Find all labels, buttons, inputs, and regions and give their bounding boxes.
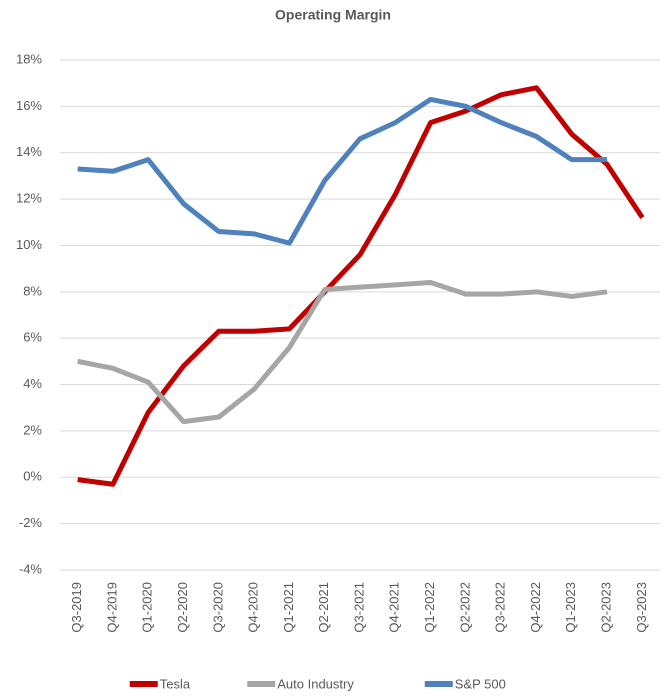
x-tick-label: Q1-2020 [140, 582, 155, 633]
series-line [77, 96, 608, 246]
x-tick-label: Q4-2021 [387, 582, 402, 633]
x-tick-label: Q2-2021 [316, 582, 331, 633]
y-tick-label: 10% [16, 237, 42, 252]
x-tick-label: Q3-2021 [351, 582, 366, 633]
y-tick-label: 8% [23, 283, 42, 298]
x-tick-label: Q3-2022 [493, 582, 508, 633]
x-tick-label: Q3-2023 [634, 582, 649, 633]
y-tick-label: 2% [23, 422, 42, 437]
x-tick-label: Q3-2020 [210, 582, 225, 633]
x-tick-label: Q1-2023 [563, 582, 578, 633]
x-tick-label: Q1-2021 [281, 582, 296, 633]
chart-title: Operating Margin [275, 7, 391, 23]
series-line [77, 280, 608, 425]
y-tick-label: 0% [23, 469, 42, 484]
x-tick-label: Q1-2022 [422, 582, 437, 633]
y-tick-label: 12% [16, 191, 42, 206]
y-tick-label: 4% [23, 376, 42, 391]
y-tick-label: 14% [16, 144, 42, 159]
x-tick-label: Q4-2019 [104, 582, 119, 633]
y-tick-label: 6% [23, 330, 42, 345]
legend-label: Auto Industry [277, 676, 354, 691]
x-tick-label: Q2-2022 [457, 582, 472, 633]
y-tick-label: -2% [19, 515, 43, 530]
y-tick-label: 16% [16, 98, 42, 113]
series-line [77, 85, 645, 487]
x-tick-label: Q2-2020 [175, 582, 190, 633]
y-tick-label: 18% [16, 51, 42, 66]
x-tick-label: Q4-2022 [528, 582, 543, 633]
legend-label: Tesla [160, 676, 191, 691]
x-tick-label: Q3-2019 [69, 582, 84, 633]
x-tick-label: Q2-2023 [598, 582, 613, 633]
x-tick-label: Q4-2020 [246, 582, 261, 633]
legend-label: S&P 500 [455, 676, 506, 691]
y-tick-label: -4% [19, 561, 43, 576]
